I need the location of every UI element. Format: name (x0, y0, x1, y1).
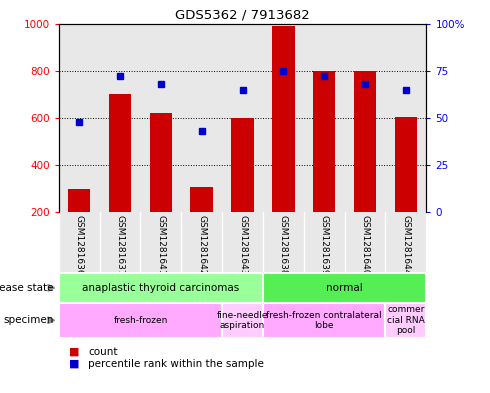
Text: GSM1281636: GSM1281636 (74, 215, 84, 276)
Bar (222, 303, 263, 338)
Text: GSM1281638: GSM1281638 (279, 215, 288, 276)
Bar (109, 94, 131, 212)
Text: normal: normal (326, 283, 363, 293)
Text: count: count (88, 347, 118, 356)
Text: GSM1281643: GSM1281643 (238, 215, 247, 276)
Text: ■: ■ (69, 359, 79, 369)
Text: GSM1281637: GSM1281637 (116, 215, 124, 276)
Text: ■: ■ (69, 347, 79, 356)
Bar (149, 113, 172, 212)
Bar (59, 303, 222, 338)
Text: GSM1281642: GSM1281642 (197, 215, 206, 275)
Text: disease state: disease state (0, 283, 54, 293)
Text: anaplastic thyroid carcinomas: anaplastic thyroid carcinomas (82, 283, 240, 293)
Bar (272, 26, 294, 212)
Text: GSM1281640: GSM1281640 (361, 215, 369, 276)
Text: commer
cial RNA
pool: commer cial RNA pool (387, 305, 425, 335)
Bar (394, 117, 417, 212)
Bar (231, 118, 254, 212)
Text: fresh-frozen contralateral
lobe: fresh-frozen contralateral lobe (267, 310, 382, 330)
Bar (263, 303, 386, 338)
Text: specimen: specimen (3, 315, 54, 325)
Text: GSM1281644: GSM1281644 (401, 215, 411, 275)
Text: fresh-frozen: fresh-frozen (113, 316, 168, 325)
Text: percentile rank within the sample: percentile rank within the sample (88, 359, 264, 369)
Text: fine-needle
aspiration: fine-needle aspiration (217, 310, 269, 330)
Bar (68, 189, 91, 212)
Text: GSM1281639: GSM1281639 (319, 215, 329, 276)
Bar (354, 71, 376, 212)
Bar (263, 273, 426, 303)
Text: GSM1281641: GSM1281641 (156, 215, 166, 276)
Bar (191, 187, 213, 212)
Bar (386, 303, 426, 338)
Title: GDS5362 / 7913682: GDS5362 / 7913682 (175, 8, 310, 21)
Bar (59, 273, 263, 303)
Bar (313, 71, 336, 212)
